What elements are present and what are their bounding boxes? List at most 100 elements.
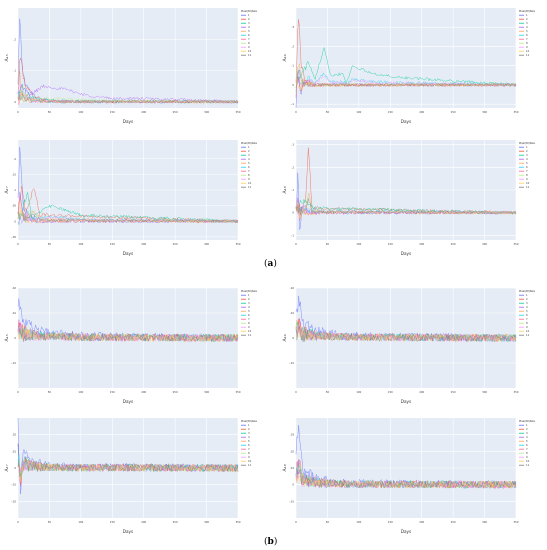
legend-item-label: 1 <box>526 13 528 17</box>
chart-svg: 0 50 100 150 200 250 300 350 -.01 0 .01 .02 .03 Days A… <box>282 418 535 534</box>
x-tick-label: 150 <box>110 520 115 524</box>
series-group <box>17 146 239 226</box>
x-tick-label: 350 <box>514 520 519 524</box>
series-line <box>295 79 517 95</box>
chart-panel: 0 50 100 150 200 250 300 350 -.01 0 .01 .02 .03 Days A… <box>280 412 542 536</box>
x-tick-label: 200 <box>419 242 424 246</box>
chart-panel: 0 50 100 150 200 250 300 350 -.01 0 .01 .02 Days A₁₆ P… <box>280 282 542 406</box>
legend-item-label: 10 <box>248 329 252 333</box>
x-tick-label: 0 <box>295 242 297 246</box>
subfigure-caption-a: (a) <box>264 259 277 269</box>
x-tick-label: 0 <box>17 520 19 524</box>
legend-item-label: 11 <box>248 333 252 337</box>
y-tick-label: .01 <box>12 449 16 453</box>
x-tick-label: 150 <box>388 390 393 394</box>
x-axis-title: Days <box>401 399 411 404</box>
legend-item-label: 7 <box>526 317 528 321</box>
x-tick-label: 150 <box>388 242 393 246</box>
legend-item-label: 5 <box>248 29 250 33</box>
x-tick-label: 350 <box>236 390 241 394</box>
legend-item-label: 3 <box>248 21 250 25</box>
series-line <box>295 198 517 216</box>
x-axis-title: Days <box>123 399 133 404</box>
chart-panel: 0 50 100 150 200 250 300 350 -.02 -.01 0 .01 .02 Days… <box>2 412 264 536</box>
y-tick-label: -.1 <box>291 233 295 237</box>
legend-item-label: 6 <box>248 165 250 169</box>
legend-item-label: 2 <box>526 297 528 301</box>
legend-title: Pixel(t0)Size <box>241 289 257 293</box>
legend-item-label: 2 <box>526 149 528 153</box>
legend-item-label: 8 <box>526 451 528 455</box>
series-line <box>295 325 517 343</box>
legend-item-label: 8 <box>248 173 250 177</box>
y-tick-label: -.01 <box>11 361 16 365</box>
plot-area <box>296 8 516 108</box>
x-axis-title: Days <box>123 529 133 534</box>
x-tick-label: 350 <box>236 520 241 524</box>
legend-item-label: 1 <box>526 423 528 427</box>
legend-title: Pixel(t0)Size <box>241 419 257 423</box>
x-tick-label: 350 <box>236 110 241 114</box>
x-tick-label: 100 <box>356 520 361 524</box>
chart-svg: 0 50 100 150 200 250 300 350 -.1 0 .1 .2 .3 Days A₁₈ Pi… <box>282 140 535 256</box>
legend-item-label: 2 <box>526 427 528 431</box>
x-tick-label: 250 <box>173 110 178 114</box>
y-tick-label: .2 <box>292 165 295 169</box>
legend-item-label: 10 <box>248 181 252 185</box>
legend-item-label: 11 <box>248 53 252 57</box>
legend-title: Pixel(t0)Size <box>241 141 257 145</box>
y-tick-label: .1 <box>292 64 295 68</box>
legend-item-label: 5 <box>526 439 528 443</box>
x-tick-label: 250 <box>451 110 456 114</box>
y-tick-label: -.01 <box>289 499 294 503</box>
y-tick-label: -.02 <box>11 499 16 503</box>
legend-title: Pixel(t0)Size <box>519 9 535 13</box>
series-group <box>295 19 517 109</box>
legend-item-label: 2 <box>248 297 250 301</box>
y-tick-label: .01 <box>290 311 294 315</box>
x-tick-label: 300 <box>482 390 487 394</box>
chart-panel: 0 50 100 150 200 250 300 350 -.1 0 .1 .2 .3 Days A₁₈ Pi… <box>280 134 542 258</box>
legend-item-label: 7 <box>248 317 250 321</box>
x-tick-label: 0 <box>295 520 297 524</box>
x-tick-label: 350 <box>514 242 519 246</box>
legend-item-label: 9 <box>248 455 250 459</box>
x-axis-title: Days <box>123 251 133 256</box>
x-tick-label: 100 <box>78 520 83 524</box>
legend-item-label: 8 <box>526 41 528 45</box>
subfigure-caption-b: (b) <box>264 537 278 547</box>
x-tick-label: 100 <box>356 242 361 246</box>
series-line <box>17 457 239 477</box>
legend-item-label: 3 <box>526 21 528 25</box>
chart-svg: 0 50 100 150 200 250 300 350 -.02 -.01 0 .01 .02 Days… <box>4 417 257 534</box>
chart-svg: 0 50 100 150 200 250 300 350 -.01 0 .01 .02 Days A₁₆ P… <box>282 286 535 404</box>
y-axis-title: A₁₇ <box>4 464 10 472</box>
y-tick-label: 0 <box>292 483 294 487</box>
y-tick-label: .01 <box>12 311 16 315</box>
x-tick-label: 0 <box>17 242 19 246</box>
series-line <box>17 458 239 482</box>
x-tick-label: 200 <box>141 390 146 394</box>
legend-item-label: 3 <box>526 153 528 157</box>
x-tick-label: 0 <box>17 390 19 394</box>
series-line <box>17 83 239 104</box>
series-group <box>295 425 517 489</box>
x-tick-label: 50 <box>48 390 52 394</box>
legend-item-label: 6 <box>526 165 528 169</box>
x-tick-label: 200 <box>419 390 424 394</box>
y-tick-label: .03 <box>290 433 294 437</box>
legend-item-label: 11 <box>526 333 530 337</box>
x-tick-label: 200 <box>419 520 424 524</box>
series-line <box>295 468 517 489</box>
y-tick-label: 0 <box>292 336 294 340</box>
chart-panel: 0 50 100 150 200 250 300 350 -.01 0 .01 .02 Days A₁₅ P… <box>2 282 264 406</box>
y-axis-title: A₁₈ <box>282 186 288 194</box>
series-group <box>17 417 239 495</box>
y-tick-label: .2 <box>292 44 295 48</box>
legend-item-label: 5 <box>248 439 250 443</box>
chart-svg: 0 50 100 150 200 250 300 350-.10.1.2.3DaysA₁₆Pi… <box>282 8 535 124</box>
legend-item-label: 11 <box>526 53 530 57</box>
x-tick-label: 50 <box>326 390 330 394</box>
legend-item-label: 2 <box>248 149 250 153</box>
x-tick-label: 100 <box>78 242 83 246</box>
